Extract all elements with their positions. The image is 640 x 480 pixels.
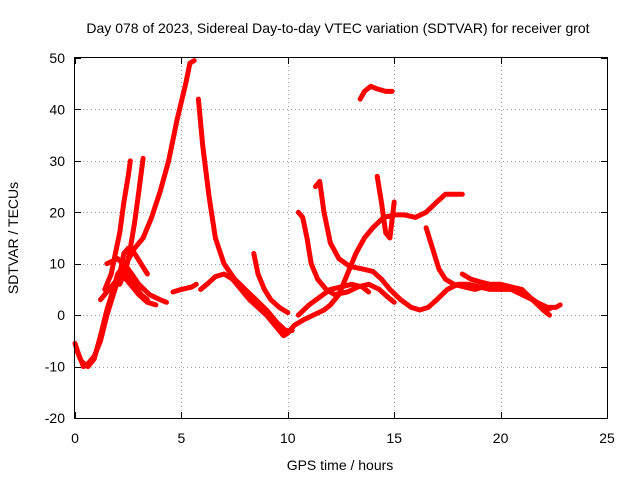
y-tick-label: 20 [49, 204, 65, 220]
x-tick-label: 10 [280, 430, 296, 446]
series-arc-03 [98, 58, 197, 303]
series-arc-13 [295, 281, 372, 318]
x-tick-label: 25 [599, 430, 615, 446]
series-arc-08 [170, 281, 199, 295]
x-axis-title: GPS time / hours [287, 457, 394, 473]
series-arc-02 [74, 266, 150, 370]
y-tick-label: 10 [49, 256, 65, 272]
chart-title: Day 078 of 2023, Sidereal Day-to-day VTE… [86, 20, 589, 36]
series-arc-16 [374, 173, 397, 241]
y-axis-tick-labels: -20 -10 0 10 20 30 40 50 [45, 50, 65, 426]
series-arc-04 [102, 158, 133, 292]
series-arc-11 [251, 250, 291, 316]
series-arc-10 [198, 191, 465, 339]
series-arc-06 [104, 256, 169, 305]
y-tick-label: -20 [45, 410, 65, 426]
series-arc-18 [459, 271, 563, 310]
plot-frame [74, 57, 608, 419]
y-tick-label: -10 [45, 359, 65, 375]
y-tick-label: 40 [49, 101, 65, 117]
y-tick-label: 50 [49, 50, 65, 66]
y-tick-label: 0 [57, 307, 65, 323]
data-series [72, 58, 563, 370]
x-tick-label: 0 [71, 430, 79, 446]
series-arc-07 [119, 271, 159, 308]
y-axis-title: SDTVAR / TECUs [5, 182, 21, 294]
y-tick-label: 30 [49, 153, 65, 169]
x-tick-label: 15 [386, 430, 402, 446]
series-arc-05 [117, 155, 146, 287]
x-tick-label: 20 [493, 430, 509, 446]
x-tick-label: 5 [178, 430, 186, 446]
axis-ticks [75, 58, 608, 419]
series-arc-15 [357, 83, 395, 102]
series-arc-12 [295, 209, 397, 305]
grid-lines [75, 58, 607, 418]
x-axis-tick-labels: 0 5 10 15 20 25 [71, 430, 615, 446]
